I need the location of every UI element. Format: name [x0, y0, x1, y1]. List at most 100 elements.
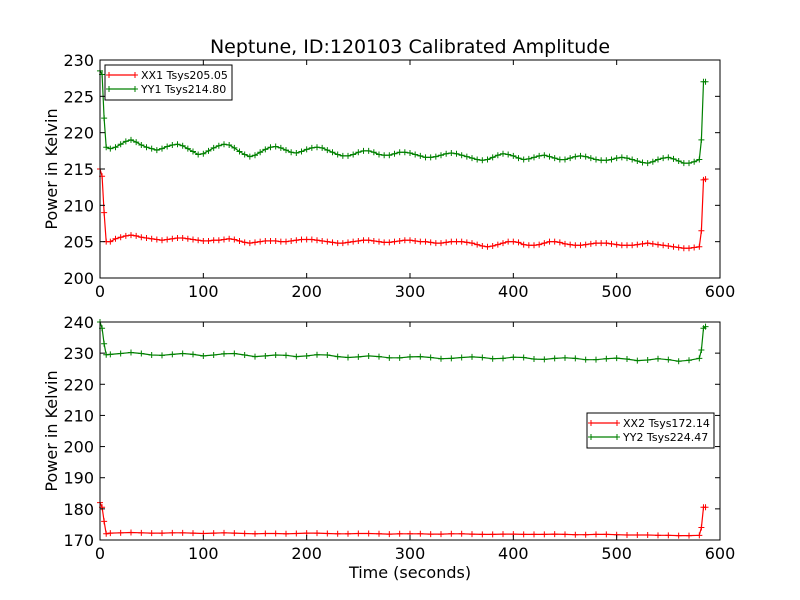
- data-point: [221, 529, 227, 536]
- y-tick-label: 225: [63, 87, 94, 106]
- data-point: [184, 145, 191, 152]
- data-point: [644, 532, 651, 539]
- data-point: [159, 145, 165, 152]
- data-point: [355, 353, 362, 360]
- data-point: [107, 145, 114, 152]
- x-tick-label: 600: [705, 544, 736, 563]
- x-tick-label: 400: [498, 544, 529, 563]
- data-point: [494, 241, 501, 248]
- legend-marker: [106, 86, 138, 92]
- data-point: [376, 151, 382, 158]
- data-point: [613, 155, 620, 162]
- data-point: [427, 531, 434, 538]
- x-tick-label: 500: [601, 282, 632, 301]
- data-point: [169, 235, 176, 242]
- data-point: [252, 152, 258, 159]
- data-point: [190, 236, 196, 243]
- data-point: [448, 355, 455, 362]
- data-point: [396, 149, 403, 156]
- data-point: [469, 531, 475, 538]
- data-point: [128, 232, 134, 239]
- data-point: [608, 240, 615, 247]
- data-point: [702, 323, 709, 330]
- data-point: [603, 240, 610, 247]
- x-tick-label: 600: [705, 282, 736, 301]
- data-point: [210, 352, 217, 359]
- data-point: [593, 531, 599, 538]
- data-point: [252, 353, 258, 360]
- data-point: [665, 356, 672, 363]
- data-point: [510, 354, 517, 361]
- data-point: [525, 242, 532, 249]
- data-point: [582, 241, 589, 248]
- data-point: [675, 358, 682, 365]
- data-point: [288, 149, 295, 156]
- y-tick-label: 220: [63, 375, 94, 394]
- legend-entry: YY1 Tsys214.80: [140, 83, 226, 96]
- data-point: [618, 242, 625, 249]
- y-tick-label: 215: [63, 160, 94, 179]
- data-point: [556, 156, 563, 163]
- data-point: [603, 531, 610, 538]
- data-point: [629, 156, 636, 163]
- data-point: [489, 154, 496, 161]
- data-point: [696, 156, 703, 163]
- data-point: [365, 352, 372, 359]
- data-point: [252, 530, 258, 537]
- data-point: [562, 156, 568, 163]
- data-point: [159, 530, 165, 537]
- data-point: [453, 238, 460, 245]
- data-point: [101, 340, 108, 347]
- data-point: [613, 355, 620, 362]
- data-point: [210, 237, 217, 244]
- data-point: [272, 143, 279, 150]
- legend-box: [104, 64, 233, 101]
- data-point: [122, 138, 129, 145]
- data-point: [107, 238, 114, 245]
- data-point: [138, 529, 145, 536]
- data-point: [432, 153, 439, 160]
- data-point: [334, 240, 341, 247]
- data-point: [698, 347, 705, 354]
- data-point: [469, 353, 475, 360]
- data-point: [376, 353, 382, 360]
- data-point: [680, 245, 687, 252]
- data-point: [355, 530, 362, 537]
- data-point: [494, 152, 501, 159]
- data-point: [159, 237, 165, 244]
- data-point: [500, 531, 506, 538]
- y-tick-label: 180: [63, 500, 94, 519]
- data-point: [489, 243, 496, 250]
- data-point: [117, 234, 124, 241]
- data-point: [103, 144, 110, 151]
- data-point: [608, 156, 615, 163]
- data-point: [448, 530, 455, 537]
- data-point: [469, 155, 475, 162]
- data-point: [112, 235, 119, 242]
- data-point: [339, 240, 346, 247]
- data-point: [417, 353, 424, 360]
- data-point: [572, 355, 579, 362]
- data-point: [598, 240, 605, 247]
- data-point: [101, 209, 108, 216]
- y-tick-label: 240: [63, 313, 94, 332]
- legend-entry: XX2 Tsys172.14: [623, 417, 710, 430]
- data-point: [210, 144, 217, 151]
- data-point: [427, 154, 434, 161]
- y-tick-label: 210: [63, 406, 94, 425]
- data-point: [314, 144, 320, 151]
- data-point: [396, 530, 403, 537]
- data-point: [649, 240, 656, 247]
- y-axis-label: Power in Kelvin: [42, 370, 61, 491]
- data-point: [417, 152, 424, 159]
- data-point: [660, 242, 667, 249]
- data-point: [655, 156, 661, 163]
- series-line-1-0: [99, 502, 706, 537]
- data-point: [241, 239, 248, 246]
- data-point: [386, 152, 393, 159]
- data-point: [536, 241, 543, 248]
- data-point: [128, 136, 134, 143]
- data-point: [365, 237, 372, 244]
- x-tick-label: 300: [395, 544, 426, 563]
